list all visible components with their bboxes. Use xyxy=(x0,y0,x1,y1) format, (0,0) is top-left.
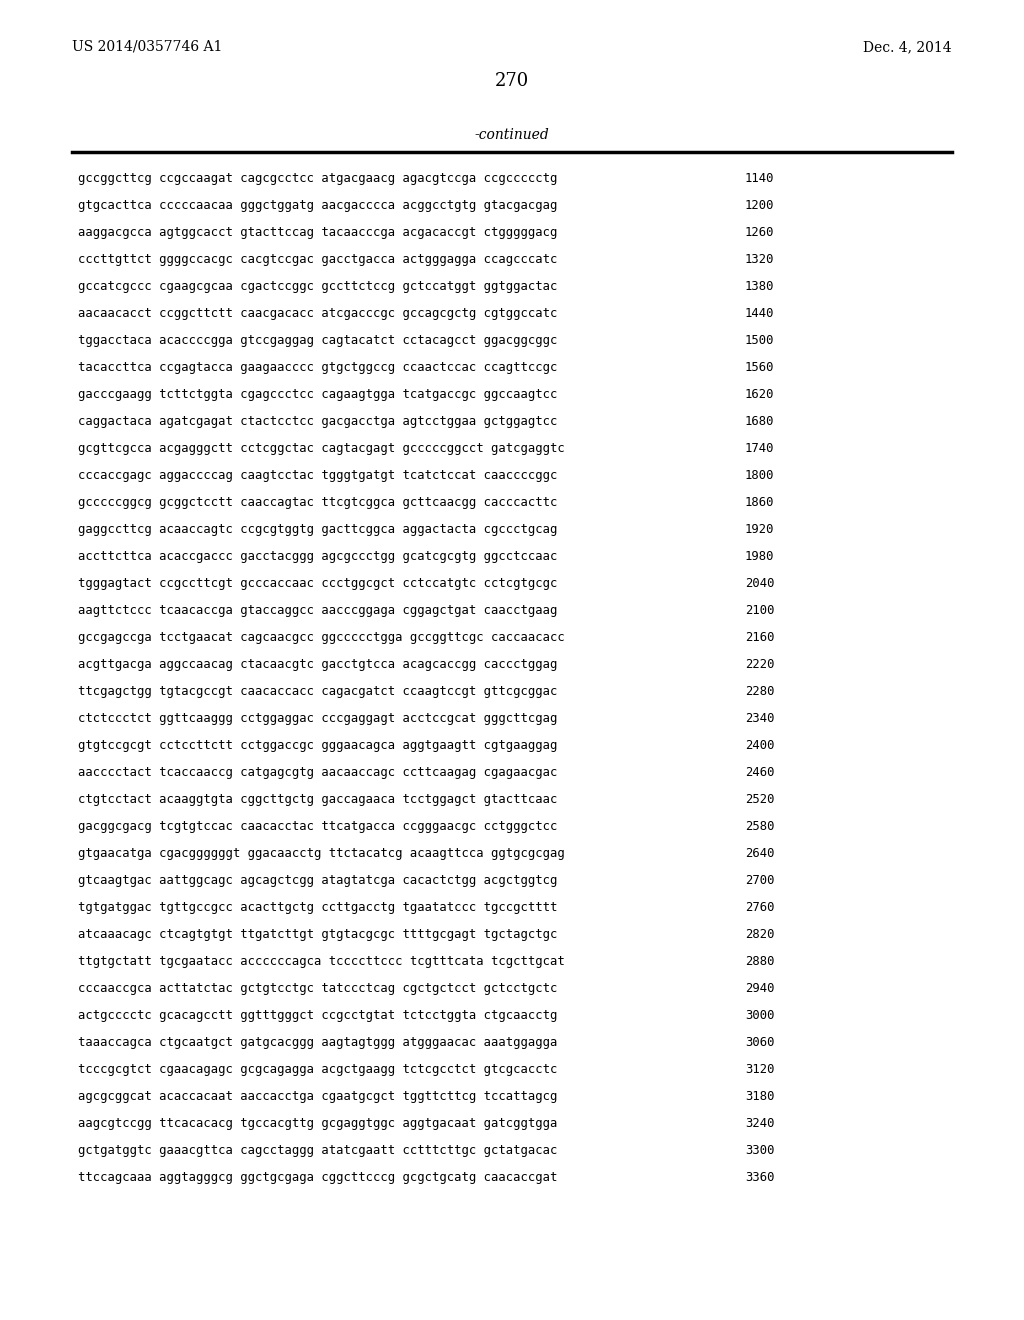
Text: US 2014/0357746 A1: US 2014/0357746 A1 xyxy=(72,40,222,54)
Text: gtgtccgcgt cctccttctt cctggaccgc gggaacagca aggtgaagtt cgtgaaggag: gtgtccgcgt cctccttctt cctggaccgc gggaaca… xyxy=(78,739,557,752)
Text: ttgtgctatt tgcgaatacc accccccagca tccccttccc tcgtttcata tcgcttgcat: ttgtgctatt tgcgaatacc accccccagca tcccct… xyxy=(78,954,565,968)
Text: gaggccttcg acaaccagtc ccgcgtggtg gacttcggca aggactacta cgccctgcag: gaggccttcg acaaccagtc ccgcgtggtg gacttcg… xyxy=(78,523,557,536)
Text: gtcaagtgac aattggcagc agcagctcgg atagtatcga cacactctgg acgctggtcg: gtcaagtgac aattggcagc agcagctcgg atagtat… xyxy=(78,874,557,887)
Text: 2460: 2460 xyxy=(745,766,774,779)
Text: gcgttcgcca acgagggctt cctcggctac cagtacgagt gcccccggcct gatcgaggtc: gcgttcgcca acgagggctt cctcggctac cagtacg… xyxy=(78,442,565,455)
Text: 3060: 3060 xyxy=(745,1036,774,1049)
Text: 2340: 2340 xyxy=(745,711,774,725)
Text: atcaaacagc ctcagtgtgt ttgatcttgt gtgtacgcgc ttttgcgagt tgctagctgc: atcaaacagc ctcagtgtgt ttgatcttgt gtgtacg… xyxy=(78,928,557,941)
Text: 3300: 3300 xyxy=(745,1144,774,1158)
Text: 2640: 2640 xyxy=(745,847,774,861)
Text: agcgcggcat acaccacaat aaccacctga cgaatgcgct tggttcttcg tccattagcg: agcgcggcat acaccacaat aaccacctga cgaatgc… xyxy=(78,1090,557,1104)
Text: 2160: 2160 xyxy=(745,631,774,644)
Text: 3360: 3360 xyxy=(745,1171,774,1184)
Text: ctctccctct ggttcaaggg cctggaggac cccgaggagt acctccgcat gggcttcgag: ctctccctct ggttcaaggg cctggaggac cccgagg… xyxy=(78,711,557,725)
Text: 1920: 1920 xyxy=(745,523,774,536)
Text: 1980: 1980 xyxy=(745,550,774,564)
Text: aagttctccc tcaacaccga gtaccaggcc aacccggaga cggagctgat caacctgaag: aagttctccc tcaacaccga gtaccaggcc aacccgg… xyxy=(78,605,557,616)
Text: caggactaca agatcgagat ctactcctcc gacgacctga agtcctggaa gctggagtcc: caggactaca agatcgagat ctactcctcc gacgacc… xyxy=(78,414,557,428)
Text: 1500: 1500 xyxy=(745,334,774,347)
Text: ctgtcctact acaaggtgta cggcttgctg gaccagaaca tcctggagct gtacttcaac: ctgtcctact acaaggtgta cggcttgctg gaccaga… xyxy=(78,793,557,807)
Text: gcccccggcg gcggctcctt caaccagtac ttcgtcggca gcttcaacgg cacccacttc: gcccccggcg gcggctcctt caaccagtac ttcgtcg… xyxy=(78,496,557,510)
Text: gctgatggtc gaaacgttca cagcctaggg atatcgaatt cctttcttgc gctatgacac: gctgatggtc gaaacgttca cagcctaggg atatcga… xyxy=(78,1144,557,1158)
Text: gacggcgacg tcgtgtccac caacacctac ttcatgacca ccgggaacgc cctgggctcc: gacggcgacg tcgtgtccac caacacctac ttcatga… xyxy=(78,820,557,833)
Text: aacaacacct ccggcttctt caacgacacc atcgacccgc gccagcgctg cgtggccatc: aacaacacct ccggcttctt caacgacacc atcgacc… xyxy=(78,308,557,319)
Text: gccatcgccc cgaagcgcaa cgactccggc gccttctccg gctccatggt ggtggactac: gccatcgccc cgaagcgcaa cgactccggc gccttct… xyxy=(78,280,557,293)
Text: 2040: 2040 xyxy=(745,577,774,590)
Text: 3000: 3000 xyxy=(745,1008,774,1022)
Text: 3180: 3180 xyxy=(745,1090,774,1104)
Text: 270: 270 xyxy=(495,73,529,90)
Text: 2100: 2100 xyxy=(745,605,774,616)
Text: aagcgtccgg ttcacacacg tgccacgttg gcgaggtggc aggtgacaat gatcggtgga: aagcgtccgg ttcacacacg tgccacgttg gcgaggt… xyxy=(78,1117,557,1130)
Text: tacaccttca ccgagtacca gaagaacccc gtgctggccg ccaactccac ccagttccgc: tacaccttca ccgagtacca gaagaacccc gtgctgg… xyxy=(78,360,557,374)
Text: aacccctact tcaccaaccg catgagcgtg aacaaccagc ccttcaagag cgagaacgac: aacccctact tcaccaaccg catgagcgtg aacaacc… xyxy=(78,766,557,779)
Text: actgcccctc gcacagcctt ggtttgggct ccgcctgtat tctcctggta ctgcaacctg: actgcccctc gcacagcctt ggtttgggct ccgcctg… xyxy=(78,1008,557,1022)
Text: Dec. 4, 2014: Dec. 4, 2014 xyxy=(863,40,952,54)
Text: gtgcacttca cccccaacaa gggctggatg aacgacccca acggcctgtg gtacgacgag: gtgcacttca cccccaacaa gggctggatg aacgacc… xyxy=(78,199,557,213)
Text: 1560: 1560 xyxy=(745,360,774,374)
Text: 2400: 2400 xyxy=(745,739,774,752)
Text: 2220: 2220 xyxy=(745,657,774,671)
Text: ttcgagctgg tgtacgccgt caacaccacc cagacgatct ccaagtccgt gttcgcggac: ttcgagctgg tgtacgccgt caacaccacc cagacga… xyxy=(78,685,557,698)
Text: 2940: 2940 xyxy=(745,982,774,995)
Text: taaaccagca ctgcaatgct gatgcacggg aagtagtggg atgggaacac aaatggagga: taaaccagca ctgcaatgct gatgcacggg aagtagt… xyxy=(78,1036,557,1049)
Text: 1620: 1620 xyxy=(745,388,774,401)
Text: tcccgcgtct cgaacagagc gcgcagagga acgctgaagg tctcgcctct gtcgcacctc: tcccgcgtct cgaacagagc gcgcagagga acgctga… xyxy=(78,1063,557,1076)
Text: 2820: 2820 xyxy=(745,928,774,941)
Text: 2280: 2280 xyxy=(745,685,774,698)
Text: ttccagcaaa aggtagggcg ggctgcgaga cggcttcccg gcgctgcatg caacaccgat: ttccagcaaa aggtagggcg ggctgcgaga cggcttc… xyxy=(78,1171,557,1184)
Text: tggacctaca acaccccgga gtccgaggag cagtacatct cctacagcct ggacggcggc: tggacctaca acaccccgga gtccgaggag cagtaca… xyxy=(78,334,557,347)
Text: accttcttca acaccgaccc gacctacggg agcgccctgg gcatcgcgtg ggcctccaac: accttcttca acaccgaccc gacctacggg agcgccc… xyxy=(78,550,557,564)
Text: 1260: 1260 xyxy=(745,226,774,239)
Text: 2880: 2880 xyxy=(745,954,774,968)
Text: gacccgaagg tcttctggta cgagccctcc cagaagtgga tcatgaccgc ggccaagtcc: gacccgaagg tcttctggta cgagccctcc cagaagt… xyxy=(78,388,557,401)
Text: tgtgatggac tgttgccgcc acacttgctg ccttgacctg tgaatatccc tgccgctttt: tgtgatggac tgttgccgcc acacttgctg ccttgac… xyxy=(78,902,557,913)
Text: gccggcttcg ccgccaagat cagcgcctcc atgacgaacg agacgtccga ccgccccctg: gccggcttcg ccgccaagat cagcgcctcc atgacga… xyxy=(78,172,557,185)
Text: 2520: 2520 xyxy=(745,793,774,807)
Text: 1380: 1380 xyxy=(745,280,774,293)
Text: 3120: 3120 xyxy=(745,1063,774,1076)
Text: 1440: 1440 xyxy=(745,308,774,319)
Text: gtgaacatga cgacggggggt ggacaacctg ttctacatcg acaagttcca ggtgcgcgag: gtgaacatga cgacggggggt ggacaacctg ttctac… xyxy=(78,847,565,861)
Text: 1140: 1140 xyxy=(745,172,774,185)
Text: tgggagtact ccgccttcgt gcccaccaac ccctggcgct cctccatgtc cctcgtgcgc: tgggagtact ccgccttcgt gcccaccaac ccctggc… xyxy=(78,577,557,590)
Text: cccaaccgca acttatctac gctgtcctgc tatccctcag cgctgctcct gctcctgctc: cccaaccgca acttatctac gctgtcctgc tatccct… xyxy=(78,982,557,995)
Text: 2760: 2760 xyxy=(745,902,774,913)
Text: 2580: 2580 xyxy=(745,820,774,833)
Text: 1860: 1860 xyxy=(745,496,774,510)
Text: -continued: -continued xyxy=(475,128,549,143)
Text: acgttgacga aggccaacag ctacaacgtc gacctgtcca acagcaccgg caccctggag: acgttgacga aggccaacag ctacaacgtc gacctgt… xyxy=(78,657,557,671)
Text: cccaccgagc aggaccccag caagtcctac tgggtgatgt tcatctccat caaccccggc: cccaccgagc aggaccccag caagtcctac tgggtga… xyxy=(78,469,557,482)
Text: 1740: 1740 xyxy=(745,442,774,455)
Text: 1320: 1320 xyxy=(745,253,774,267)
Text: 2700: 2700 xyxy=(745,874,774,887)
Text: aaggacgcca agtggcacct gtacttccag tacaacccga acgacaccgt ctgggggacg: aaggacgcca agtggcacct gtacttccag tacaacc… xyxy=(78,226,557,239)
Text: cccttgttct ggggccacgc cacgtccgac gacctgacca actgggagga ccagcccatc: cccttgttct ggggccacgc cacgtccgac gacctga… xyxy=(78,253,557,267)
Text: 1680: 1680 xyxy=(745,414,774,428)
Text: 1200: 1200 xyxy=(745,199,774,213)
Text: 3240: 3240 xyxy=(745,1117,774,1130)
Text: gccgagccga tcctgaacat cagcaacgcc ggccccctgga gccggttcgc caccaacacc: gccgagccga tcctgaacat cagcaacgcc ggccccc… xyxy=(78,631,565,644)
Text: 1800: 1800 xyxy=(745,469,774,482)
